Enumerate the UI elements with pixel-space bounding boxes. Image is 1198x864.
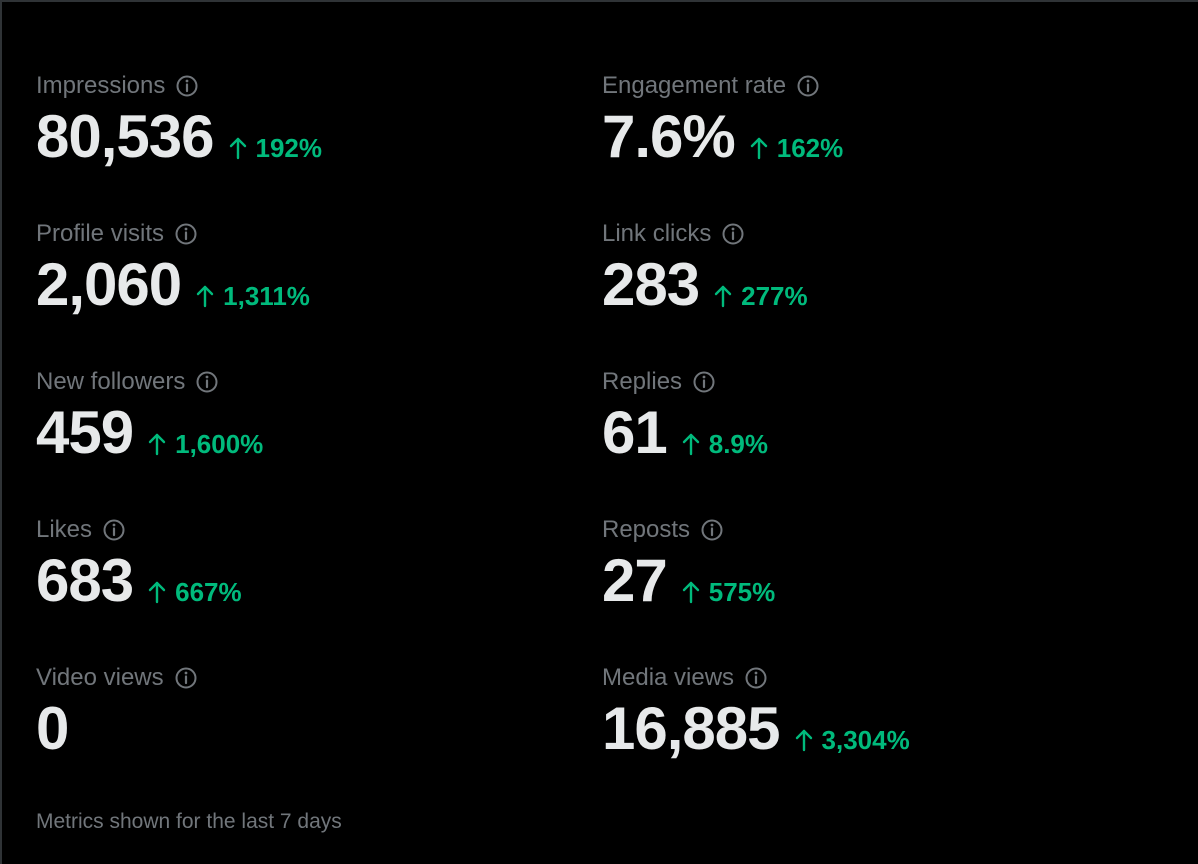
info-icon[interactable] [174,222,198,246]
metric-header: Profile visits [36,216,602,252]
metric-card: Replies 61 8.9% [602,364,1168,512]
arrow-up-icon [228,136,248,160]
metric-label: Profile visits [36,220,165,247]
metric-label: Replies [602,368,683,395]
metric-change-value: 8.9% [708,429,769,459]
metric-value-row: 61 8.9% [602,398,1168,468]
metrics-grid: Impressions 80,536 192% [36,68,1176,808]
metric-value-row: 459 1,600% [36,398,602,468]
metric-value-row: 27 575% [602,546,1168,616]
metric-change-value: 3,304% [821,725,910,755]
metric-value-row: 2,060 1,311% [36,250,602,320]
metric-label: Media views [602,664,735,691]
metric-change: 575% [681,577,776,608]
metric-change: 162% [749,133,844,164]
metric-change: 667% [147,577,242,608]
metric-value: 80,536 [36,103,215,170]
metric-label: Video views [36,664,164,691]
info-icon[interactable] [700,518,724,542]
metric-header: Media views [602,660,1168,696]
metric-header: New followers [36,364,602,400]
metric-card: Likes 683 667% [36,512,602,660]
metric-label: New followers [36,368,186,395]
metric-value: 61 [602,399,668,466]
metric-change: 8.9% [681,429,768,460]
arrow-up-icon [195,284,215,308]
metric-value: 27 [602,547,668,614]
metric-value: 16,885 [602,695,781,762]
metric-header: Video views [36,660,602,696]
info-icon[interactable] [174,666,198,690]
info-icon[interactable] [796,74,820,98]
metric-change: 277% [713,281,808,312]
metric-card: Video views 0 [36,660,602,808]
metric-card: Impressions 80,536 192% [36,68,602,216]
metric-value: 0 [36,695,69,762]
metric-change: 1,311% [195,281,310,312]
metric-card: New followers 459 1,600% [36,364,602,512]
metric-change-value: 1,311% [223,281,310,311]
metric-header: Replies [602,364,1168,400]
metric-value: 459 [36,399,134,466]
metric-value: 683 [36,547,134,614]
metric-card: Media views 16,885 3,304% [602,660,1168,808]
metric-value: 2,060 [36,251,182,318]
metric-label: Link clicks [602,220,712,247]
arrow-up-icon [147,580,167,604]
metric-label: Impressions [36,72,166,99]
metric-change: 1,600% [147,429,263,460]
arrow-up-icon [794,728,814,752]
info-icon[interactable] [102,518,126,542]
metric-label: Reposts [602,516,691,543]
metric-value: 7.6% [602,103,736,170]
metric-header: Impressions [36,68,602,104]
metric-header: Link clicks [602,216,1168,252]
metric-change-value: 667% [175,577,242,607]
metric-value-row: 16,885 3,304% [602,694,1168,764]
metric-card: Engagement rate 7.6% 162% [602,68,1168,216]
metric-value: 283 [602,251,700,318]
metric-header: Engagement rate [602,68,1168,104]
metric-value-row: 7.6% 162% [602,102,1168,172]
arrow-up-icon [713,284,733,308]
arrow-up-icon [681,432,701,456]
info-icon[interactable] [195,370,219,394]
metric-value-row: 0 [36,694,602,764]
metric-card: Link clicks 283 277% [602,216,1168,364]
metric-change-value: 162% [776,133,844,163]
metric-card: Profile visits 2,060 1,311% [36,216,602,364]
metric-change-value: 575% [708,577,776,607]
metric-change-value: 192% [255,133,323,163]
arrow-up-icon [147,432,167,456]
metric-change: 3,304% [794,725,910,756]
metric-header: Reposts [602,512,1168,548]
metric-value-row: 283 277% [602,250,1168,320]
info-icon[interactable] [721,222,745,246]
info-icon[interactable] [692,370,716,394]
metric-card: Reposts 27 575% [602,512,1168,660]
info-icon[interactable] [744,666,768,690]
arrow-up-icon [681,580,701,604]
metric-change-value: 277% [741,281,808,311]
metric-label: Likes [36,516,93,543]
metric-change: 192% [228,133,323,164]
metric-value-row: 683 667% [36,546,602,616]
metrics-period-note: Metrics shown for the last 7 days [36,810,342,833]
arrow-up-icon [749,136,769,160]
info-icon[interactable] [175,74,199,98]
metric-label: Engagement rate [602,72,787,99]
metric-value-row: 80,536 192% [36,102,602,172]
metric-header: Likes [36,512,602,548]
metric-change-value: 1,600% [175,429,264,459]
